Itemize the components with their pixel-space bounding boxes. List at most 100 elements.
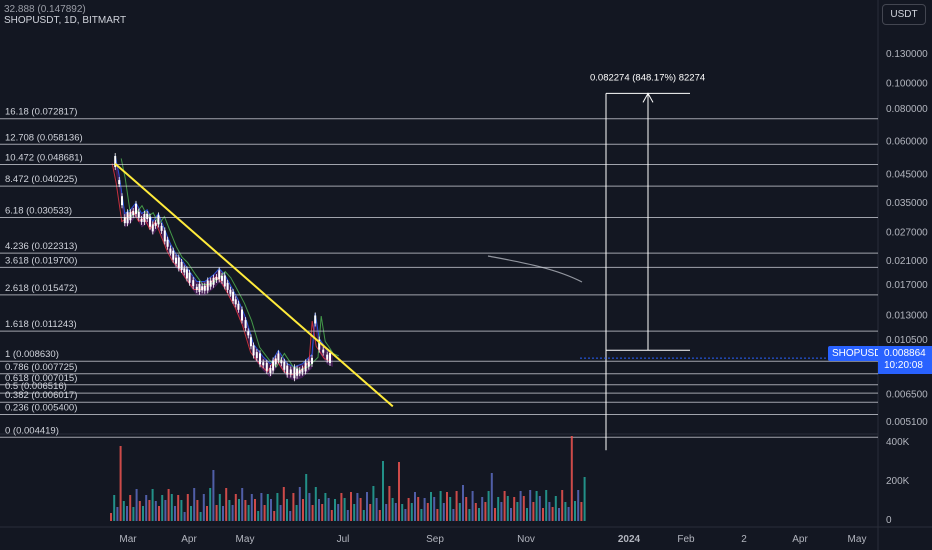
- volume-bar: [212, 470, 215, 521]
- volume-bar: [484, 502, 487, 521]
- volume-bar: [519, 491, 522, 521]
- candle-body: [280, 360, 283, 364]
- volume-bar: [308, 493, 311, 521]
- volume-bar: [311, 505, 314, 521]
- candle-body: [209, 280, 212, 287]
- candle-body: [293, 367, 296, 379]
- candle-body: [221, 275, 223, 281]
- price-axis-tick: 0.006500: [886, 389, 928, 400]
- volume-bar: [324, 493, 327, 521]
- fib-level-label: 1 (0.008630): [5, 349, 59, 360]
- volume-bar: [145, 495, 148, 521]
- volume-bar: [356, 493, 359, 521]
- candle-body: [218, 270, 221, 280]
- volume-bar: [263, 505, 266, 521]
- volume-bar: [398, 462, 400, 521]
- reference-curve: [487, 255, 583, 283]
- time-axis-tick: Jul: [337, 534, 350, 545]
- candle-body: [252, 345, 255, 356]
- time-axis-tick: Feb: [677, 534, 695, 545]
- volume-bar: [465, 497, 468, 521]
- volume-bar: [577, 490, 580, 521]
- candle-body: [259, 353, 261, 365]
- volume-bar: [276, 493, 279, 521]
- axes: 0.130000 0.100000 0.080000 0.060000 0.045000…: [119, 49, 928, 545]
- volume-bar: [458, 503, 461, 521]
- volume-bar: [500, 502, 503, 521]
- volume-bar: [433, 497, 436, 521]
- volume-bar: [337, 504, 340, 521]
- volume-bar: [414, 492, 416, 521]
- candle-body: [166, 239, 169, 247]
- price-axis-tick: 0.100000: [886, 79, 928, 90]
- candle-body: [146, 213, 149, 219]
- currency-button[interactable]: USDT: [882, 4, 926, 25]
- volume-bar: [218, 494, 221, 521]
- volume-bar: [295, 505, 298, 521]
- volume-bar: [426, 503, 429, 521]
- candle-body: [172, 250, 175, 260]
- volume-bar: [369, 504, 372, 521]
- candle-body: [160, 225, 163, 231]
- volume-bar: [490, 473, 493, 521]
- volume-bar: [353, 504, 356, 521]
- candle-body: [151, 224, 154, 232]
- symbol-tag: SHOPUSDT: [828, 346, 892, 361]
- candle-body: [126, 212, 129, 224]
- candle-body: [283, 361, 286, 370]
- volume-bar: [529, 490, 532, 521]
- volume-bar: [532, 502, 535, 521]
- candle-body: [314, 315, 317, 324]
- volume-axis-tick: 200K: [886, 476, 910, 487]
- candle-body: [301, 368, 304, 373]
- candle-body: [311, 357, 313, 364]
- time-axis-tick: Apr: [792, 534, 808, 545]
- time-axis-tick: Sep: [426, 534, 444, 545]
- volume-bar: [196, 500, 199, 521]
- volume-bar: [385, 504, 388, 521]
- candle-body: [198, 283, 201, 292]
- fib-level-label: 0 (0.004419): [5, 425, 59, 436]
- candle-body: [169, 248, 172, 253]
- candle-body: [232, 291, 235, 301]
- volume-bar: [574, 501, 576, 521]
- volume-bar: [282, 487, 285, 521]
- candle-body: [203, 285, 206, 291]
- candle-body: [322, 349, 325, 353]
- candle-body: [326, 354, 329, 360]
- time-axis-tick: May: [236, 534, 255, 545]
- volume-bar: [468, 509, 471, 521]
- volume-bar: [148, 500, 151, 521]
- volume-bar: [257, 511, 260, 521]
- volume-bar: [247, 505, 250, 521]
- fib-level-label: 0.382 (0.006017): [5, 390, 77, 401]
- volume-bar: [558, 508, 560, 521]
- candle-body: [318, 339, 321, 350]
- candle-body: [286, 365, 289, 375]
- volume-bar: [567, 507, 570, 521]
- volume-bar: [250, 494, 253, 521]
- volume-axis-tick: 400K: [886, 437, 910, 448]
- volume-bar: [430, 492, 432, 521]
- volume-bar: [158, 506, 160, 521]
- volume-bar: [481, 497, 484, 521]
- candle-body: [262, 362, 265, 366]
- candle-body: [118, 180, 121, 185]
- volume-bar: [161, 495, 164, 521]
- candle-body: [163, 230, 166, 242]
- candle-body: [154, 222, 157, 226]
- volume-bar: [366, 492, 368, 521]
- volume-bar: [513, 497, 516, 521]
- candle-body: [123, 217, 126, 224]
- volume-bar: [417, 497, 420, 521]
- fib-level-label: 6.18 (0.030533): [5, 206, 72, 217]
- volume-bar: [228, 500, 231, 521]
- candle-body: [206, 280, 209, 291]
- volume-bar: [455, 491, 458, 521]
- volume-bar: [305, 474, 308, 521]
- trendline[interactable]: [114, 162, 394, 408]
- volume-bar: [122, 501, 125, 521]
- volume-bar: [404, 509, 407, 521]
- volume-bar: [474, 503, 477, 521]
